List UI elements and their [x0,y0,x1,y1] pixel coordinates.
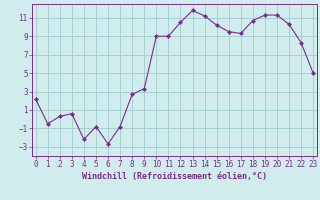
X-axis label: Windchill (Refroidissement éolien,°C): Windchill (Refroidissement éolien,°C) [82,172,267,181]
